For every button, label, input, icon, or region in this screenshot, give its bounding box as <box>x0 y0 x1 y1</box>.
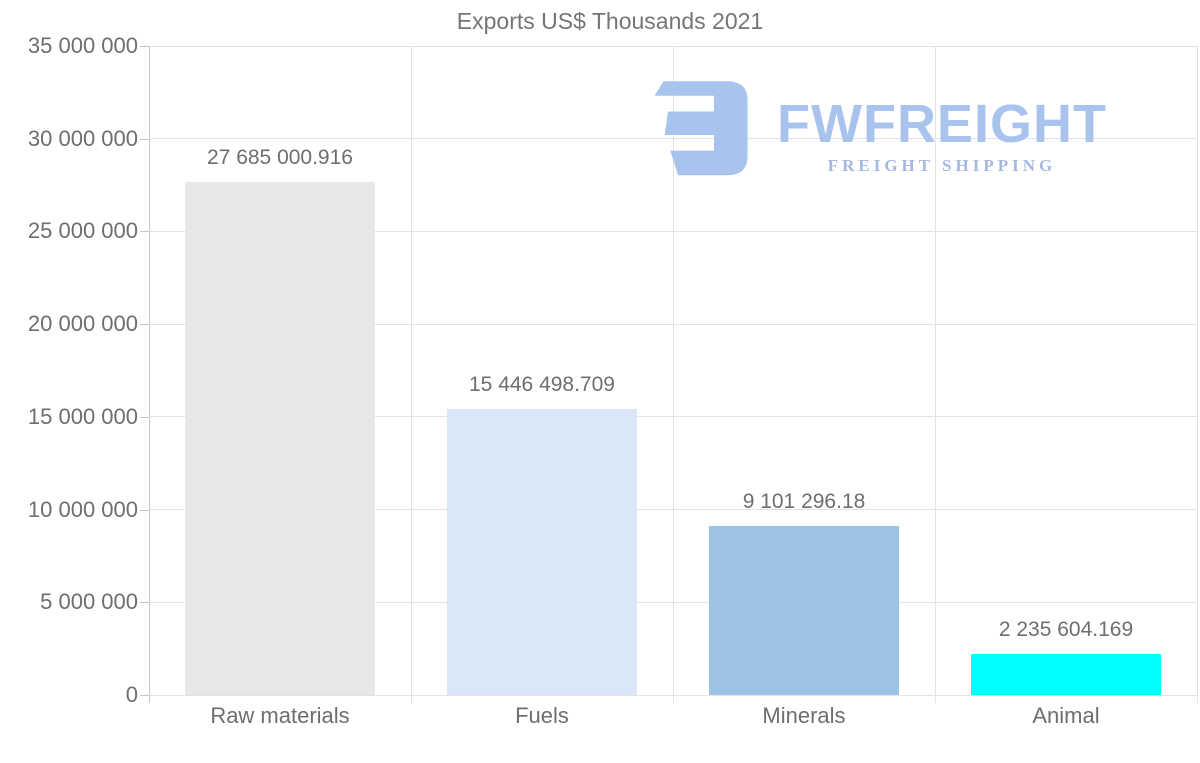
y-axis-tick-mark <box>140 138 149 140</box>
x-axis-category-label: Raw materials <box>210 703 350 728</box>
y-axis-tick-label: 0 <box>125 682 138 707</box>
y-axis-tick-mark <box>140 416 149 418</box>
vertical-gridline <box>672 46 674 703</box>
y-axis-tick-label: 10 000 000 <box>27 496 138 522</box>
chart-title: Exports US$ Thousands 2021 <box>456 8 764 34</box>
x-axis-category-label: Fuels <box>515 703 569 728</box>
fwfreight-monogram-icon <box>654 81 748 176</box>
bar-value-label: 27 685 000.916 <box>207 146 353 169</box>
y-axis-tick-mark <box>140 509 149 511</box>
y-axis-tick-label: 25 000 000 <box>27 218 138 244</box>
logo-text-block: FWFREIGHT FREIGHT SHIPPING <box>777 67 1107 185</box>
y-axis-tick-mark <box>140 602 149 604</box>
horizontal-gridline <box>149 601 1197 603</box>
horizontal-gridline <box>149 416 1197 418</box>
y-axis-tick-label: 35 000 000 <box>27 33 138 58</box>
horizontal-gridline <box>149 45 1197 47</box>
y-axis-tick-mark <box>140 695 149 696</box>
y-axis-tick-label: 30 000 000 <box>27 125 138 151</box>
bar-animal <box>971 654 1161 695</box>
vertical-gridline <box>410 46 412 703</box>
bar-value-label: 15 446 498.709 <box>469 373 615 396</box>
y-axis-tick-mark <box>140 46 149 47</box>
vertical-gridline <box>1196 46 1198 703</box>
x-axis-category-label: Animal <box>1032 703 1100 728</box>
plot-area: 27 685 000.916 15 446 498.709 9 101 296.… <box>149 45 1198 728</box>
y-axis-line <box>149 46 150 703</box>
y-axis-tick-label: 20 000 000 <box>27 311 138 337</box>
vertical-gridline <box>934 46 936 703</box>
horizontal-gridline <box>149 509 1197 511</box>
fwfreight-logo: FWFREIGHT FREIGHT SHIPPING <box>649 67 1107 185</box>
bar-raw-materials <box>185 182 375 695</box>
horizontal-gridline <box>149 230 1197 232</box>
bar-minerals <box>709 526 899 695</box>
x-axis-category-label: Minerals <box>762 703 846 728</box>
bar-value-label: 9 101 296.18 <box>742 490 866 513</box>
logo-subtitle-text: FREIGHT SHIPPING <box>827 156 1057 175</box>
y-axis-tick-mark <box>140 231 149 233</box>
horizontal-gridline <box>149 694 1197 696</box>
horizontal-gridline <box>149 138 1197 140</box>
bar-fuels <box>447 409 637 695</box>
horizontal-gridline <box>149 323 1197 325</box>
y-axis-tick-label: 15 000 000 <box>27 403 138 429</box>
y-axis-tick-mark <box>140 324 149 326</box>
logo-brand-text: FWFREIGHT <box>777 94 1107 154</box>
bar-value-label: 2 235 604.169 <box>998 618 1134 641</box>
y-axis-tick-label: 5 000 000 <box>40 589 138 615</box>
